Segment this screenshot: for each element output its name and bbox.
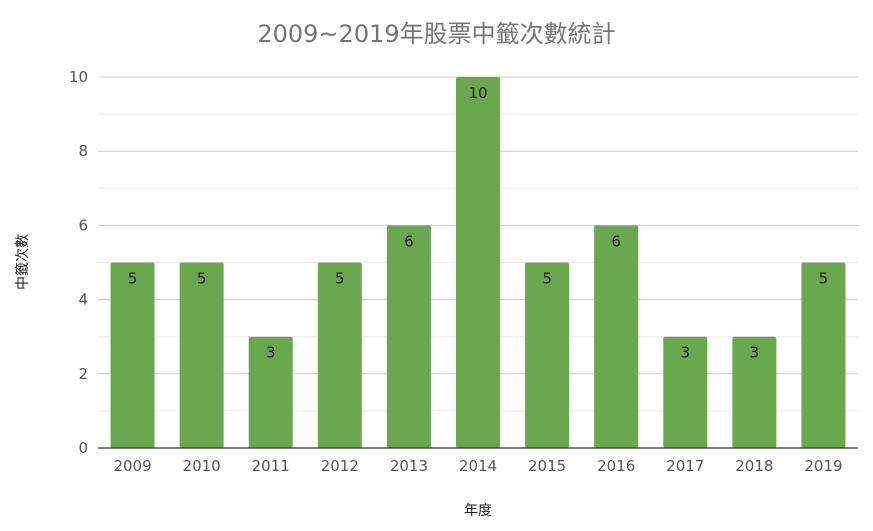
bar bbox=[248, 336, 293, 448]
y-tick-label: 4 bbox=[78, 291, 88, 309]
bar bbox=[801, 262, 846, 448]
x-tick-label: 2019 bbox=[804, 457, 842, 475]
data-label: 10 bbox=[468, 84, 487, 102]
x-tick-label: 2010 bbox=[183, 457, 221, 475]
chart-title: 2009~2019年股票中籤次數統計 bbox=[257, 20, 616, 48]
data-labels: 5 5 3 5 6 10 5 6 3 3 5 bbox=[128, 84, 828, 362]
y-tick-label: 8 bbox=[78, 142, 88, 160]
data-label: 6 bbox=[611, 232, 621, 250]
bar bbox=[732, 336, 777, 448]
x-tick-label: 2009 bbox=[113, 457, 151, 475]
bar bbox=[317, 262, 362, 448]
x-tick-label: 2015 bbox=[528, 457, 566, 475]
x-tick-label: 2013 bbox=[390, 457, 428, 475]
data-label: 3 bbox=[750, 344, 760, 362]
bars bbox=[110, 77, 846, 448]
bar bbox=[110, 262, 155, 448]
bar bbox=[179, 262, 224, 448]
bar bbox=[594, 225, 639, 448]
x-tick-label: 2012 bbox=[321, 457, 359, 475]
bar bbox=[525, 262, 570, 448]
y-tick-label: 10 bbox=[69, 68, 88, 86]
y-tick-label: 0 bbox=[78, 439, 88, 457]
x-tick-label: 2016 bbox=[597, 457, 635, 475]
bar bbox=[386, 225, 431, 448]
data-label: 3 bbox=[266, 344, 276, 362]
bar bbox=[456, 77, 500, 448]
axes: 0 2 4 6 8 10 2009 2010 2011 2012 2013 2014 2015 2016 2… bbox=[69, 68, 858, 475]
y-tick-label: 6 bbox=[78, 216, 88, 234]
data-label: 5 bbox=[542, 270, 552, 288]
y-axis-title: 中籤次數 bbox=[15, 234, 31, 290]
data-label: 5 bbox=[335, 270, 345, 288]
x-tick-label: 2014 bbox=[459, 457, 497, 475]
y-tick-label: 2 bbox=[78, 365, 88, 383]
x-axis-title: 年度 bbox=[464, 503, 492, 519]
data-label: 3 bbox=[680, 344, 690, 362]
bar bbox=[663, 336, 708, 448]
x-tick-label: 2017 bbox=[666, 457, 704, 475]
data-label: 6 bbox=[404, 232, 414, 250]
x-tick-label: 2011 bbox=[252, 457, 290, 475]
data-label: 5 bbox=[197, 270, 207, 288]
data-label: 5 bbox=[819, 270, 829, 288]
x-tick-label: 2018 bbox=[735, 457, 773, 475]
data-label: 5 bbox=[128, 270, 138, 288]
